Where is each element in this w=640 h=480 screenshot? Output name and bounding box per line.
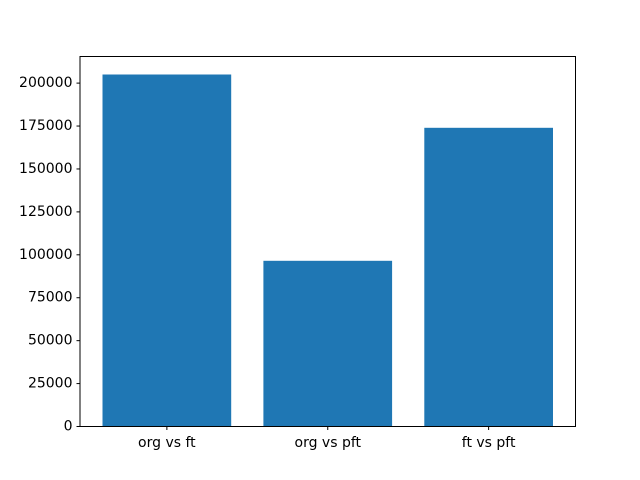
bar [102, 74, 232, 427]
x-tick-label: org vs ft [138, 435, 196, 451]
y-tick-label: 25000 [28, 376, 73, 392]
x-tick-label: org vs pft [295, 435, 362, 451]
y-tick-label: 0 [64, 419, 73, 435]
y-tick-label: 125000 [19, 204, 72, 220]
x-tick-label: ft vs pft [462, 435, 516, 451]
bar [424, 127, 553, 427]
bar [263, 260, 393, 427]
plot-border [79, 56, 576, 427]
y-tick-label: 50000 [28, 333, 73, 349]
y-tick-label: 75000 [28, 290, 73, 306]
y-tick-label: 200000 [19, 75, 72, 91]
y-tick-label: 100000 [19, 247, 72, 263]
y-tick-label: 175000 [19, 118, 72, 134]
y-tick-label: 150000 [19, 161, 72, 177]
